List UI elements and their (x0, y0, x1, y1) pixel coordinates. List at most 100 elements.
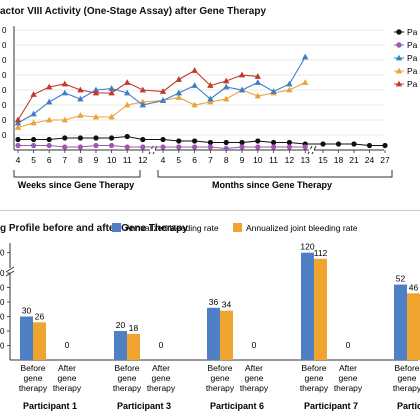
data-point (14, 116, 22, 123)
x-tick-label: 6 (47, 155, 52, 165)
legend-label: Pa (407, 66, 418, 76)
bar-joint-before (314, 258, 327, 360)
months-bracket (157, 170, 393, 178)
value-label: 36 (209, 297, 219, 307)
bar-category-label: Before (20, 363, 45, 373)
data-point (191, 67, 198, 73)
data-point (270, 88, 277, 94)
value-label: 120 (300, 242, 314, 252)
data-point (109, 142, 115, 149)
data-point (271, 144, 277, 150)
participant-label: Participant 7 (304, 401, 358, 411)
data-point (223, 77, 230, 84)
legend-swatch-joint (233, 223, 242, 232)
bar-bleeding-before (114, 331, 127, 360)
data-point (254, 79, 261, 85)
y-tick-label: 0 (2, 71, 7, 80)
data-point (109, 135, 115, 141)
data-point (93, 142, 99, 149)
x-tick-label: 18 (334, 155, 344, 165)
bar-category-label: gene (398, 373, 417, 383)
data-point (30, 91, 37, 97)
data-point (175, 76, 182, 82)
data-point (124, 101, 131, 108)
legend-label: Pa (407, 53, 418, 63)
value-label-zero: 0 (65, 340, 70, 350)
data-point (46, 116, 53, 123)
data-point (351, 141, 357, 147)
bleeding-profile-bar-chart: Annualized bleeding rate Annualized join… (0, 223, 420, 411)
data-point (61, 89, 68, 96)
bar-chart-legend: Annualized bleeding rate Annualized join… (112, 223, 358, 233)
value-label: 52 (396, 274, 406, 284)
axis-break-mark (5, 266, 15, 273)
data-point (124, 89, 131, 96)
series-line (17, 69, 258, 121)
x-tick-label: 10 (107, 155, 117, 165)
data-point (92, 113, 100, 120)
x-tick-label: 7 (208, 155, 213, 165)
bar-category-label: therapy (19, 383, 48, 393)
line-chart-grid (14, 29, 384, 136)
weeks-axis-label: Weeks since Gene Therapy (18, 180, 134, 190)
x-tick-label: 7 (62, 155, 67, 165)
x-tick-label: 10 (253, 155, 263, 165)
bar-chart-labels: 30260BeforegenetherapyAftergenetherapyPa… (19, 242, 420, 411)
bar-category-label: After (58, 363, 76, 373)
y-tick-label: 0 (2, 86, 7, 95)
x-tick-label: 8 (78, 155, 83, 165)
data-point (15, 142, 21, 149)
data-point (30, 110, 37, 117)
data-point (207, 139, 213, 146)
x-tick-label: 11 (269, 155, 278, 165)
data-point (61, 80, 68, 87)
value-label-zero: 0 (252, 340, 257, 350)
panel-b-title: g Profile before and after Gene Therapy (0, 223, 188, 234)
y-tick-label: 0 (0, 284, 5, 293)
bar-chart-bars (20, 252, 420, 360)
data-point (271, 139, 277, 146)
data-point (207, 82, 214, 88)
bar-category-label: gene (152, 373, 171, 383)
value-label-zero: 0 (159, 340, 164, 350)
data-point (62, 144, 68, 150)
bar-category-label: therapy (53, 383, 82, 393)
bar-joint-before (33, 322, 46, 360)
data-point (46, 136, 52, 143)
weeks-bracket (13, 170, 141, 178)
data-point (159, 88, 167, 94)
bar-category-label: therapy (393, 383, 420, 393)
data-point (92, 86, 100, 93)
data-point (176, 144, 182, 150)
x-tick-label: 15 (318, 155, 328, 165)
y-tick-label: 0 (0, 313, 5, 322)
data-point (207, 144, 213, 150)
data-point (302, 53, 309, 60)
value-label: 26 (35, 311, 45, 321)
axis-break-gap (150, 149, 155, 152)
y-tick-label: 0 (2, 41, 7, 50)
data-point (77, 144, 83, 150)
line-chart-legend: Pa Pa Pa Pa Pa (394, 27, 418, 89)
x-tick-label: 5 (176, 155, 181, 165)
data-point (159, 97, 167, 103)
bar-bleeding-before (20, 316, 33, 360)
data-point (191, 101, 198, 108)
legend-label: Pa (407, 40, 418, 50)
data-point (335, 141, 342, 147)
x-tick-label: 4 (161, 155, 166, 165)
data-point (223, 83, 230, 90)
bar-category-label: therapy (113, 383, 142, 393)
bar-category-label: therapy (240, 383, 269, 393)
data-point (46, 98, 53, 105)
x-tick-label: 8 (224, 155, 229, 165)
data-point (302, 79, 309, 85)
data-point (160, 136, 166, 143)
y-tick-label: 0 (2, 56, 7, 65)
participant-label: Participant 6 (210, 401, 264, 411)
participant-label: Participant 1 (23, 401, 77, 411)
data-point (139, 86, 146, 93)
data-point (175, 94, 182, 100)
